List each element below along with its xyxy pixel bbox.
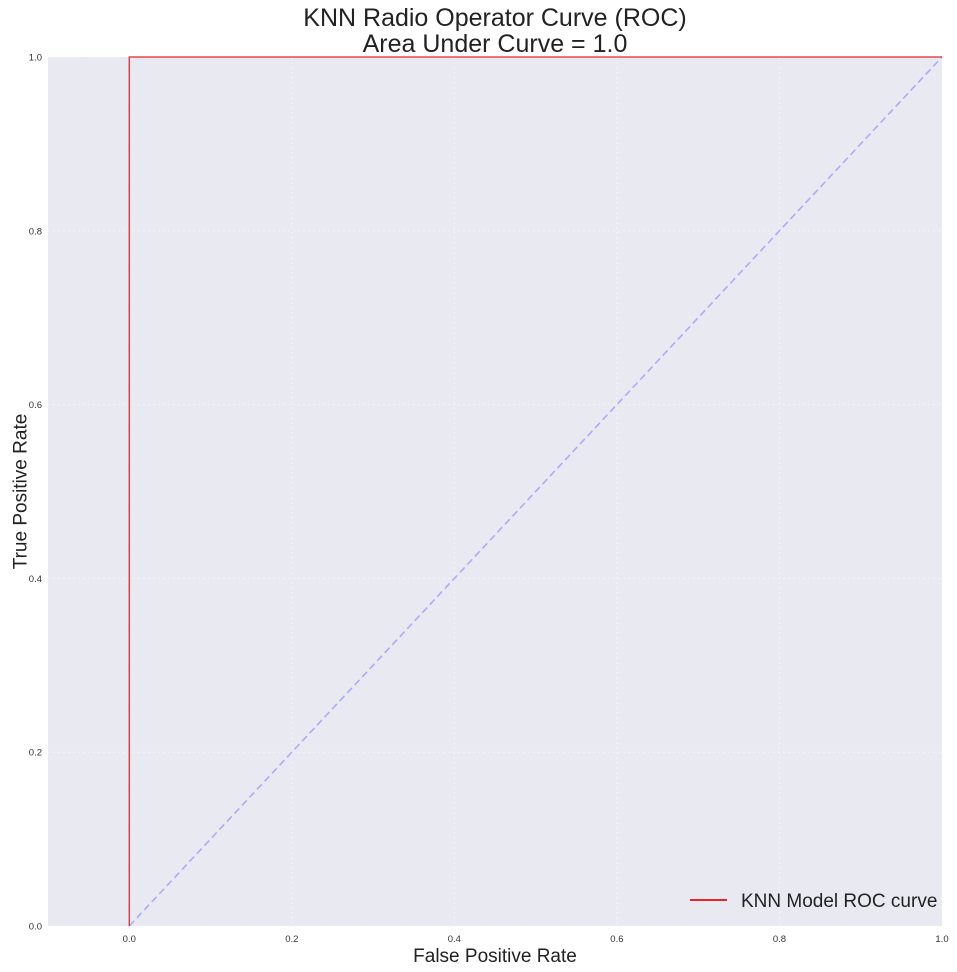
tick-labels: 0.0 0.2 0.4 0.6 0.8 1.0 0.0 0.2 0.4 0.6 0.8 1.0: [29, 53, 949, 946]
x-axis-title: False Positive Rate: [413, 946, 577, 967]
x-tick-label-2: 0.4: [448, 934, 461, 945]
legend: KNN Model ROC curve: [690, 891, 937, 912]
y-tick-label-3: 0.6: [29, 400, 42, 411]
x-tick-label-3: 0.6: [610, 934, 623, 945]
plot-area: [48, 57, 942, 926]
chance-diagonal-line: [128, 56, 943, 927]
x-tick-label-5: 1.0: [935, 934, 948, 945]
roc-curve-line: [128, 56, 942, 926]
chart-subtitle: Area Under Curve = 1.0: [363, 30, 628, 58]
series-layer: [128, 56, 943, 927]
chart-title: KNN Radio Operator Curve (ROC): [303, 4, 686, 32]
y-tick-label-2: 0.4: [29, 574, 42, 585]
x-tick-label-0: 0.0: [123, 934, 136, 945]
x-tick-label-4: 0.8: [773, 934, 786, 945]
x-tick-label-1: 0.2: [285, 934, 298, 945]
y-axis-title: True Positive Rate: [11, 414, 32, 570]
y-tick-label-0: 0.0: [29, 922, 42, 933]
y-tick-label-4: 0.8: [29, 226, 42, 237]
legend-label-knn: KNN Model ROC curve: [741, 891, 937, 912]
y-tick-label-1: 0.2: [29, 748, 42, 759]
y-tick-label-5: 1.0: [29, 53, 42, 64]
